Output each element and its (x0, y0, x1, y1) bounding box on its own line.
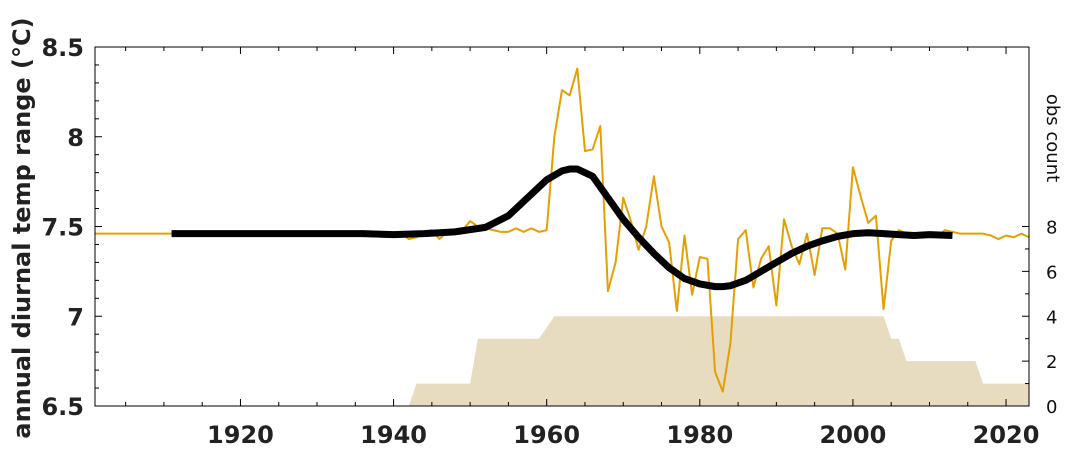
y-axis-title: annual diurnal temp range (°C) (8, 17, 36, 438)
x-tick-label: 1920 (207, 421, 274, 449)
y-tick-label: 6.5 (41, 393, 84, 421)
x-tick-label: 2000 (820, 421, 887, 449)
y2-tick-label: 4 (1046, 307, 1057, 328)
y2-tick-label: 2 (1046, 352, 1057, 373)
obs-count-area (408, 316, 1029, 406)
x-tick-label: 1980 (666, 421, 733, 449)
x-tick-label: 2020 (973, 421, 1040, 449)
y-tick-label: 8.5 (41, 34, 84, 62)
y2-tick-label: 0 (1046, 397, 1057, 418)
x-tick-label: 1960 (513, 421, 580, 449)
y2-tick-label: 6 (1046, 262, 1057, 283)
y2-axis-title: obs count (1042, 94, 1063, 182)
y-tick-label: 7 (67, 303, 84, 331)
smoothed-series-line (171, 165, 953, 291)
y-tick-label: 7.5 (41, 214, 84, 242)
x-tick-label: 1940 (360, 421, 427, 449)
y-tick-label: 8 (67, 124, 84, 152)
y2-tick-label: 8 (1046, 218, 1057, 239)
